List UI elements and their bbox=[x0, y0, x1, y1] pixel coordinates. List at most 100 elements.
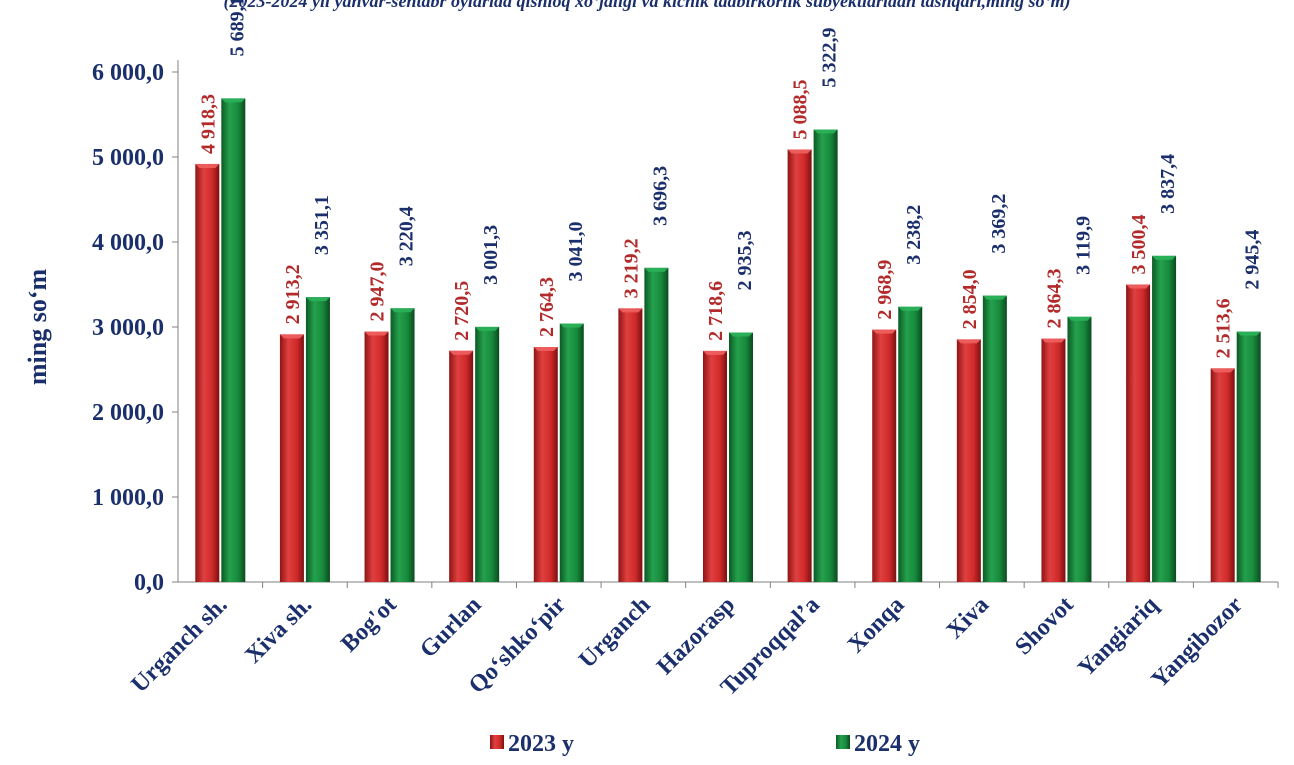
bar-top-2023 bbox=[1126, 284, 1151, 289]
value-label-2024: 3 041,0 bbox=[565, 222, 587, 282]
bar-top-2024 bbox=[475, 326, 500, 331]
y-axis-title: ming so‘m bbox=[23, 269, 52, 386]
value-label-2023: 4 918,3 bbox=[197, 94, 219, 154]
bar-top-2023 bbox=[533, 347, 558, 352]
y-tick-label: 6 000,0 bbox=[92, 60, 164, 86]
bar-top-2024 bbox=[305, 297, 330, 302]
bar-top-2023 bbox=[1041, 338, 1066, 343]
bar-top-2024 bbox=[390, 308, 415, 313]
value-label-2023: 2 913,2 bbox=[282, 264, 304, 324]
value-label-2024: 5 322,9 bbox=[819, 28, 841, 88]
value-label-2023: 2 764,3 bbox=[536, 277, 558, 337]
category-label: Hazorasp bbox=[652, 592, 740, 680]
bar-top-2024 bbox=[898, 306, 923, 311]
bar-2024 bbox=[729, 332, 753, 582]
bar-top-2024 bbox=[644, 267, 669, 272]
value-label-2024: 3 369,2 bbox=[988, 194, 1010, 254]
bar-2024 bbox=[1067, 316, 1092, 582]
y-tick-label: 3 000,0 bbox=[92, 315, 164, 341]
bar-2023 bbox=[195, 163, 220, 582]
bar-2024 bbox=[390, 308, 415, 582]
bar-2024 bbox=[475, 326, 500, 582]
y-tick-label: 1 000,0 bbox=[92, 485, 164, 511]
value-label-2023: 2 718,6 bbox=[705, 281, 727, 341]
value-label-2024: 2 945,4 bbox=[1242, 230, 1264, 290]
bar-2023 bbox=[703, 350, 727, 582]
bar-2024 bbox=[559, 323, 584, 582]
bar-2023 bbox=[1126, 284, 1151, 582]
bars bbox=[195, 98, 1261, 583]
data-labels: 4 918,3 5 689,1 2 913,2 3 351,1 2 947,0 3 220… bbox=[197, 0, 1263, 358]
bar-top-2024 bbox=[982, 295, 1007, 300]
value-label-2023: 2 968,9 bbox=[874, 260, 896, 320]
value-label-2023: 2 854,0 bbox=[959, 269, 981, 329]
bar-2023 bbox=[618, 308, 643, 582]
bar-2024 bbox=[1152, 255, 1177, 583]
value-label-2023: 3 219,2 bbox=[620, 238, 642, 298]
bar-2024 bbox=[982, 295, 1007, 582]
bar-top-2023 bbox=[195, 163, 220, 168]
legend-label-2024: 2024 y bbox=[854, 731, 920, 757]
bar-2024 bbox=[898, 306, 923, 582]
y-tick-label: 0,0 bbox=[134, 570, 164, 596]
bar-top-2023 bbox=[787, 149, 812, 154]
y-tick-label: 2 000,0 bbox=[92, 400, 164, 426]
bar-2023 bbox=[364, 331, 389, 582]
bar-top-2024 bbox=[1236, 331, 1261, 336]
legend: 2023 y 2024 y bbox=[490, 731, 920, 757]
bar-2024 bbox=[305, 297, 330, 582]
bar-2023 bbox=[533, 347, 558, 582]
value-label-2024: 3 238,2 bbox=[903, 205, 925, 265]
value-label-2024: 3 837,4 bbox=[1157, 154, 1179, 214]
value-label-2024: 2 935,3 bbox=[734, 230, 756, 290]
category-label: Urganch sh. bbox=[126, 592, 232, 698]
bar-top-2023 bbox=[956, 339, 981, 344]
bar-top-2024 bbox=[813, 129, 838, 134]
value-label-2024: 3 001,3 bbox=[480, 225, 502, 285]
value-label-2024: 3 220,4 bbox=[396, 206, 418, 266]
bar-2023 bbox=[787, 149, 812, 583]
bar-2024 bbox=[813, 129, 838, 582]
value-label-2023: 5 088,5 bbox=[790, 79, 812, 139]
bar-2024 bbox=[644, 267, 669, 582]
value-label-2023: 3 500,4 bbox=[1128, 214, 1150, 274]
category-label: Urganch bbox=[574, 592, 656, 674]
legend-label-2023: 2023 y bbox=[508, 731, 574, 757]
chart-subtitle: (2023-2024 yil yanvar-sentabr oylarida q… bbox=[223, 0, 1071, 11]
legend-swatch-2023 bbox=[490, 735, 504, 749]
category-label: Xiva bbox=[942, 592, 994, 644]
bar-2023 bbox=[279, 334, 304, 582]
value-label-2024: 3 696,3 bbox=[649, 166, 671, 226]
category-label: Yangiariq bbox=[1073, 591, 1164, 682]
category-label: Bog'ot bbox=[336, 592, 402, 658]
bar-top-2024 bbox=[1067, 316, 1092, 321]
bar-top-2023 bbox=[279, 334, 304, 339]
value-label-2023: 2 513,6 bbox=[1213, 298, 1235, 358]
bar-2024 bbox=[1236, 331, 1261, 582]
bar-top-2024 bbox=[1152, 255, 1177, 260]
bar-2023 bbox=[956, 339, 981, 582]
bar-top-2023 bbox=[449, 350, 474, 355]
category-label: Xonqa bbox=[843, 592, 909, 658]
value-label-2023: 2 720,5 bbox=[451, 281, 473, 341]
bar-top-2024 bbox=[221, 98, 246, 103]
bar-top-2024 bbox=[559, 323, 584, 328]
legend-swatch-2024 bbox=[836, 735, 850, 749]
value-label-2024: 3 351,1 bbox=[311, 195, 333, 255]
bar-2024 bbox=[221, 98, 246, 582]
bar-top-2024 bbox=[729, 332, 753, 337]
bar-top-2023 bbox=[618, 308, 643, 313]
bar-2023 bbox=[449, 350, 474, 582]
bar-2023 bbox=[872, 329, 897, 582]
bar-top-2023 bbox=[703, 350, 727, 355]
bar-top-2023 bbox=[872, 329, 897, 334]
value-label-2023: 2 864,3 bbox=[1043, 269, 1065, 329]
bar-2023 bbox=[1041, 338, 1066, 582]
value-label-2024: 5 689,1 bbox=[226, 0, 248, 56]
bar-top-2023 bbox=[1210, 368, 1235, 373]
y-tick-label: 4 000,0 bbox=[92, 230, 164, 256]
y-tick-label: 5 000,0 bbox=[92, 145, 164, 171]
category-label: Shovot bbox=[1010, 592, 1078, 660]
value-label-2023: 2 947,0 bbox=[367, 262, 389, 322]
